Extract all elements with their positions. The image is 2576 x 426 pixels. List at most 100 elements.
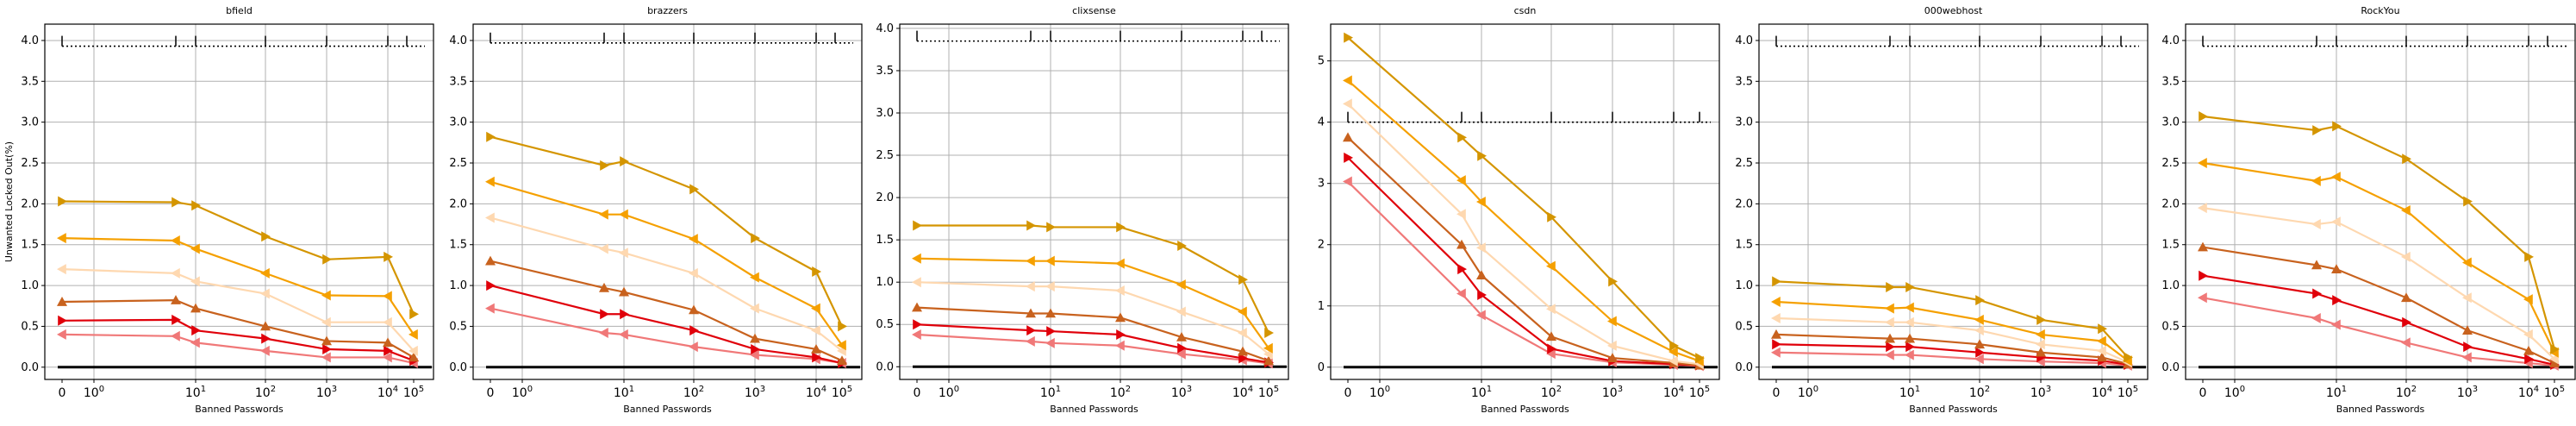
data-point [1668, 355, 1678, 366]
data-point [812, 352, 821, 363]
data-point [1264, 328, 1274, 339]
data-point [838, 321, 847, 332]
data-point [1457, 264, 1467, 275]
x-tick-label: 0 [59, 386, 66, 400]
panel-title: 000webhost [1924, 5, 1983, 16]
y-tick-label: 1.5 [21, 239, 39, 252]
panel-title: RockYou [2361, 5, 2399, 16]
data-point [1885, 333, 1895, 343]
x-tick-label: 103 [1171, 385, 1192, 400]
series-line-3 [61, 268, 415, 352]
x-tick-label: 101 [614, 385, 634, 400]
data-point [619, 247, 628, 259]
data-point [751, 233, 760, 244]
data-point [57, 264, 66, 275]
data-point [2462, 352, 2472, 363]
data-point [811, 325, 820, 336]
y-tick-label: 2.5 [1735, 157, 1753, 170]
y-tick-label: 4.0 [1735, 34, 1753, 47]
panel-2: clixsense 0.0 0.5 1.0 1.5 2.0 2.5 3.0 3.5 4.0 0 100… [876, 5, 1289, 415]
data-point [190, 303, 201, 313]
series-line-1 [2202, 274, 2555, 366]
panel-4: 000webhost 0.0 0.5 1.0 1.5 2.0 2.5 3.0 3.5 4.0 0 10… [1735, 5, 2149, 415]
data-point [171, 295, 181, 304]
x-tick-label: 101 [1040, 385, 1061, 400]
data-point [1885, 316, 1894, 328]
data-point [912, 329, 921, 341]
data-point [2524, 251, 2534, 262]
data-point [171, 267, 180, 279]
data-point [1116, 222, 1126, 233]
data-point [1238, 328, 1247, 339]
data-point [2124, 352, 2133, 363]
data-point [260, 345, 270, 356]
data-point [1238, 274, 1248, 285]
axes-frame [899, 23, 1289, 380]
data-point [751, 343, 760, 354]
data-point [2036, 339, 2045, 350]
data-point [1771, 329, 1781, 339]
data-point [1974, 325, 1984, 336]
data-point [190, 243, 200, 254]
data-point [1045, 308, 1056, 318]
data-point [1608, 276, 1618, 287]
x-tick-label: 101 [1471, 385, 1492, 400]
axes-frame [1330, 23, 1720, 380]
x-tick-label: 101 [185, 385, 206, 400]
y-tick-label: 4.0 [21, 34, 39, 47]
data-point [750, 333, 760, 343]
data-point [486, 280, 496, 291]
y-tick-label: 2.0 [876, 191, 894, 204]
data-point [321, 335, 332, 346]
data-point [2549, 354, 2559, 365]
data-point [57, 329, 66, 340]
y-tick-label: 3.5 [449, 75, 467, 88]
data-point [1974, 314, 1984, 325]
data-point [1116, 329, 1126, 341]
data-point [1115, 340, 1125, 351]
series-line-1 [1347, 157, 1700, 366]
data-point [1026, 335, 1035, 347]
y-tick-label: 4 [1318, 116, 1325, 129]
data-point [1886, 341, 1895, 353]
data-point [750, 349, 759, 360]
data-point [260, 321, 271, 331]
data-point [600, 160, 609, 171]
data-point [1115, 285, 1125, 296]
data-point [1546, 348, 1556, 360]
data-point [1115, 312, 1126, 323]
data-point [1026, 308, 1036, 318]
y-tick-label: 3.0 [876, 107, 894, 120]
data-point [261, 231, 271, 242]
series-line-3 [916, 281, 1269, 355]
data-point [322, 254, 332, 265]
data-point [409, 345, 418, 356]
data-point [620, 156, 629, 167]
x-tick-label: 104 [1663, 385, 1684, 400]
data-point [1476, 270, 1487, 280]
y-tick-label: 2.5 [876, 149, 894, 162]
data-point [912, 277, 921, 288]
x-tick-label: 102 [1110, 385, 1131, 400]
series-line-2 [490, 260, 843, 362]
series-line-0 [2202, 297, 2555, 366]
data-point [2550, 343, 2560, 354]
x-tick-label: 105 [2544, 385, 2565, 400]
data-point [1476, 197, 1486, 207]
data-point [599, 243, 608, 254]
data-point [1607, 340, 1617, 351]
data-point [1547, 211, 1556, 222]
data-point [2311, 219, 2321, 230]
data-point [321, 316, 331, 328]
data-point [1343, 176, 1352, 187]
data-point [1607, 353, 1618, 362]
data-point [1546, 331, 1556, 341]
axes-frame [44, 23, 434, 380]
y-tick-label: 2.0 [449, 197, 467, 210]
x-axis-label: Banned Passwords [1481, 404, 1569, 415]
data-point [1771, 297, 1781, 308]
data-point [1772, 276, 1781, 287]
data-point [2036, 314, 2046, 325]
data-point [750, 303, 759, 314]
data-point [1546, 304, 1556, 315]
